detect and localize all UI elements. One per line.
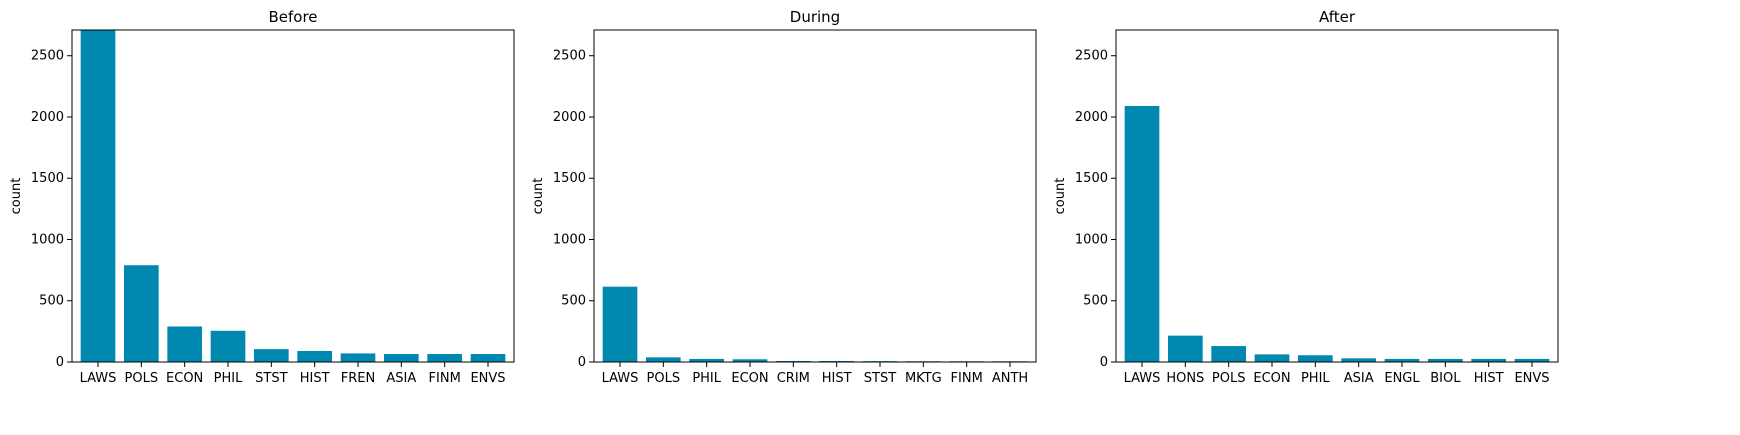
bar-phil xyxy=(210,330,246,362)
bar-hons xyxy=(1168,335,1203,362)
bar-envs xyxy=(1514,358,1550,362)
x-tick-label: ASIA xyxy=(386,371,416,386)
bar-econ xyxy=(167,326,202,362)
x-tick-label: PHIL xyxy=(692,371,721,386)
x-tick-label: ANTH xyxy=(992,371,1028,386)
y-tick-label: 2000 xyxy=(1075,110,1108,125)
x-tick-label: FINM xyxy=(951,371,983,386)
y-axis-label: count xyxy=(531,178,546,215)
y-tick-label: 0 xyxy=(578,355,586,370)
chart-title: During xyxy=(790,8,840,26)
x-tick-label: HIST xyxy=(1474,371,1504,386)
bar-econ xyxy=(732,359,768,362)
x-tick-label: BIOL xyxy=(1430,371,1461,386)
y-tick-label: 1500 xyxy=(31,171,64,186)
y-tick-label: 2500 xyxy=(1075,49,1108,64)
plot-frame xyxy=(593,29,1037,363)
x-tick-label: ECON xyxy=(731,371,768,386)
bar-phil xyxy=(689,358,724,362)
y-tick-label: 2000 xyxy=(31,110,64,125)
chart-panel-after: 0 500 1000 1500 2000 2500 LAWS HONS POLS ECON PHIL… xyxy=(1053,8,1559,386)
x-tick-label: LAWS xyxy=(80,371,117,386)
x-tick-label: POLS xyxy=(647,371,681,386)
chart-panel-during: 0 500 1000 1500 2000 2500 LAWS POLS PHIL ECON CRIM… xyxy=(531,8,1037,386)
x-tick-label: ECON xyxy=(166,371,203,386)
bar-envs xyxy=(470,354,506,362)
y-tick-label: 0 xyxy=(1100,355,1108,370)
y-axis-label: count xyxy=(9,178,24,215)
chart-title: Before xyxy=(268,8,317,26)
bar-hist xyxy=(1471,358,1506,362)
x-tick-label: ENVS xyxy=(1514,371,1549,386)
bar-laws xyxy=(80,30,116,362)
y-tick-label: 0 xyxy=(56,355,64,370)
y-tick-label: 500 xyxy=(561,294,586,309)
plot-frame xyxy=(71,29,515,363)
bar-hist xyxy=(297,350,332,362)
bar-laws xyxy=(1124,105,1160,363)
y-tick-label: 1000 xyxy=(1075,232,1108,247)
y-tick-label: 2000 xyxy=(553,110,586,125)
x-tick-label: HIST xyxy=(300,371,330,386)
y-tick-label: 2500 xyxy=(31,49,64,64)
bar-biol xyxy=(1428,358,1463,362)
x-tick-label: STST xyxy=(864,371,896,386)
x-tick-label: POLS xyxy=(1212,371,1246,386)
x-tick-label: STST xyxy=(255,371,287,386)
x-tick-label: HONS xyxy=(1166,371,1204,386)
x-tick-label: PHIL xyxy=(214,371,243,386)
x-tick-label: MKTG xyxy=(905,371,942,386)
x-tick-label: ENGL xyxy=(1384,371,1420,386)
bar-finm xyxy=(427,354,462,362)
bar-laws xyxy=(602,286,638,362)
y-tick-label: 1500 xyxy=(553,171,586,186)
y-tick-label: 2500 xyxy=(553,49,586,64)
y-axis-label: count xyxy=(1053,178,1068,215)
chart-panel-before: 0 500 1000 1500 2000 2500 LAWS POLS ECON PHIL STST… xyxy=(9,8,515,386)
x-tick-label: CRIM xyxy=(777,371,810,386)
x-tick-label: ECON xyxy=(1253,371,1290,386)
x-tick-label: ENVS xyxy=(470,371,505,386)
bar-stst xyxy=(254,349,289,362)
x-tick-label: POLS xyxy=(125,371,159,386)
plot-frame xyxy=(1115,29,1559,363)
bar-pols xyxy=(124,265,159,362)
y-tick-label: 1500 xyxy=(1075,171,1108,186)
bar-phil xyxy=(1298,355,1333,362)
bar-fren xyxy=(340,353,376,362)
x-tick-label: HIST xyxy=(822,371,852,386)
y-tick-label: 1000 xyxy=(553,232,586,247)
x-tick-label: FREN xyxy=(341,371,375,386)
x-tick-label: LAWS xyxy=(1124,371,1161,386)
x-tick-label: FINM xyxy=(429,371,461,386)
x-tick-label: LAWS xyxy=(602,371,639,386)
x-tick-label: PHIL xyxy=(1301,371,1330,386)
chart-title: After xyxy=(1319,8,1356,26)
y-tick-label: 500 xyxy=(39,294,64,309)
bar-econ xyxy=(1254,354,1290,362)
bar-engl xyxy=(1384,358,1420,362)
bar-asia xyxy=(1341,358,1376,362)
y-tick-label: 1000 xyxy=(31,232,64,247)
y-tick-label: 500 xyxy=(1083,294,1108,309)
x-tick-label: ASIA xyxy=(1344,371,1374,386)
bar-pols xyxy=(646,357,681,362)
bar-asia xyxy=(384,354,419,362)
bar-pols xyxy=(1211,346,1246,362)
